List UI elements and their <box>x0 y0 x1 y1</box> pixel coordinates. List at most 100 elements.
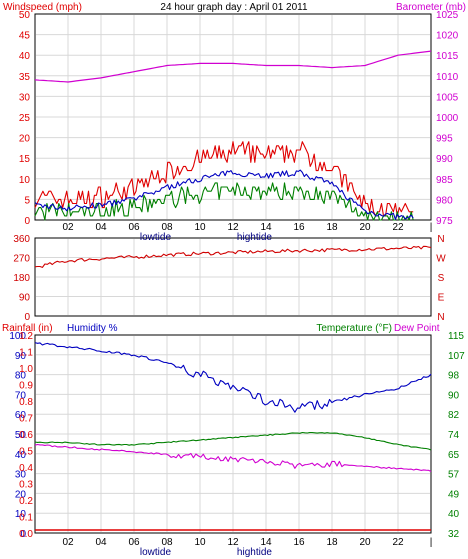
temperature-y-tick: 90 <box>448 390 460 401</box>
x-tick-label: 22 <box>392 537 404 548</box>
x-tick-label: 16 <box>293 222 305 233</box>
rain-y-tick: 0.1 <box>19 513 33 524</box>
lowtide-label: lowtide <box>140 232 172 243</box>
x-tick-label: 14 <box>260 537 272 548</box>
rain-y-tick: 1.0 <box>19 364 33 375</box>
temperature-y-tick: 107 <box>448 351 465 362</box>
x-tick-label: 20 <box>359 537 371 548</box>
bottom-panel-frame <box>34 334 432 534</box>
windspeed-label: Windspeed (mph) <box>3 2 82 13</box>
rain-y-tick: 0.4 <box>19 463 33 474</box>
direction-y-tick: 180 <box>13 273 30 284</box>
barometer-y-tick: 1010 <box>436 72 459 83</box>
x-tick-label: 22 <box>392 222 404 233</box>
wind-y-tick: 10 <box>19 175 31 186</box>
humidity-y-tick: 10 <box>15 509 27 520</box>
humidity-y-tick: 80 <box>15 371 27 382</box>
temperature-y-tick: 49 <box>448 489 460 500</box>
x-end-marker: | <box>430 222 433 233</box>
barometer-y-tick: 975 <box>436 216 453 227</box>
temperature-y-tick: 40 <box>448 509 460 520</box>
hightide-label: hightide <box>237 232 272 243</box>
dewpoint-label: Dew Point <box>394 323 440 334</box>
rain-y-tick: 0.7 <box>19 414 33 425</box>
rain-y-tick: 0.3 <box>19 480 33 491</box>
temperature-y-tick: 65 <box>448 450 460 461</box>
rain-y-tick: 0.6 <box>19 430 33 441</box>
rain-y-tick: 0.0 <box>19 529 33 540</box>
humidity-y-tick: 50 <box>15 430 27 441</box>
temperature-y-tick: 74 <box>448 430 460 441</box>
direction-series-line <box>34 245 432 268</box>
rain-y-tick: 0.8 <box>19 397 33 408</box>
wind-y-tick: 40 <box>19 51 31 62</box>
barometer-series-line <box>34 50 432 83</box>
wind-y-tick: 50 <box>19 10 31 21</box>
wind-y-tick: 30 <box>19 92 31 103</box>
humidity-y-tick: 70 <box>15 390 27 401</box>
barometer-y-tick: 990 <box>436 154 453 165</box>
humidity-series-line <box>34 342 432 413</box>
rainfall-label: Rainfall (in) <box>2 323 53 334</box>
humidity-y-tick: 20 <box>15 489 27 500</box>
direction-y-tick: 90 <box>19 293 31 304</box>
x-tick-label: 02 <box>62 222 74 233</box>
x-tick-label: 04 <box>95 222 107 233</box>
dewpoint-series-line <box>34 443 432 472</box>
rain-y-tick: 0.9 <box>19 381 33 392</box>
wind-y-tick: 25 <box>19 113 31 124</box>
x-tick-label: 12 <box>227 222 239 233</box>
humidity-y-tick: 60 <box>15 410 27 421</box>
direction-panel-frame <box>34 237 432 317</box>
compass-letter: W <box>436 254 446 265</box>
compass-letter: S <box>438 273 445 284</box>
compass-letter: E <box>438 293 445 304</box>
barometer-label: Barometer (mb) <box>396 2 466 13</box>
compass-letter: N <box>437 312 444 323</box>
barometer-y-tick: 1020 <box>436 31 459 42</box>
compass-letter: N <box>437 234 444 245</box>
rain-y-tick: 1.2 <box>19 331 33 342</box>
barometer-y-tick: 1000 <box>436 113 459 124</box>
hightide-label: hightide <box>237 547 272 558</box>
x-end-marker: | <box>430 537 433 548</box>
direction-y-tick: 0 <box>24 312 30 323</box>
wind-y-tick: 35 <box>19 72 31 83</box>
barometer-y-tick: 985 <box>436 175 453 186</box>
x-tick-label: 06 <box>128 222 140 233</box>
barometer-y-tick: 1025 <box>436 10 459 21</box>
humidity-y-tick: 0 <box>20 529 26 540</box>
wind-y-tick: 5 <box>24 195 30 206</box>
x-tick-label: 08 <box>161 222 173 233</box>
humidity-y-tick: 90 <box>15 351 27 362</box>
x-tick-label: 18 <box>326 222 338 233</box>
series-layer <box>34 50 432 531</box>
x-tick-label: 16 <box>293 537 305 548</box>
x-tick-label: 20 <box>359 222 371 233</box>
barometer-y-tick: 1005 <box>436 92 459 103</box>
barometer-y-tick: 995 <box>436 134 453 145</box>
direction-y-tick: 270 <box>13 254 30 265</box>
temperature-y-tick: 32 <box>448 529 460 540</box>
barometer-y-tick: 1015 <box>436 51 459 62</box>
x-tick-label: 06 <box>128 537 140 548</box>
rain-y-tick: 0.2 <box>19 496 33 507</box>
humidity-y-tick: 30 <box>15 470 27 481</box>
wind-y-tick: 45 <box>19 31 31 42</box>
page-title: 24 hour graph day : April 01 2011 <box>160 2 308 13</box>
x-tick-label: 10 <box>194 537 206 548</box>
humidity-y-tick: 100 <box>9 331 26 342</box>
x-tick-label: 04 <box>95 537 107 548</box>
temperature-y-tick: 98 <box>448 371 460 382</box>
x-tick-label: 02 <box>62 537 74 548</box>
temperature-series-line <box>34 431 432 451</box>
direction-y-tick: 360 <box>13 234 30 245</box>
x-tick-label: 12 <box>227 537 239 548</box>
wind-panel-frame <box>34 13 432 221</box>
x-tick-label: 08 <box>161 537 173 548</box>
humidity-y-tick: 40 <box>15 450 27 461</box>
windspeed-series-line <box>34 141 414 217</box>
wind-average-series-line <box>34 169 414 220</box>
